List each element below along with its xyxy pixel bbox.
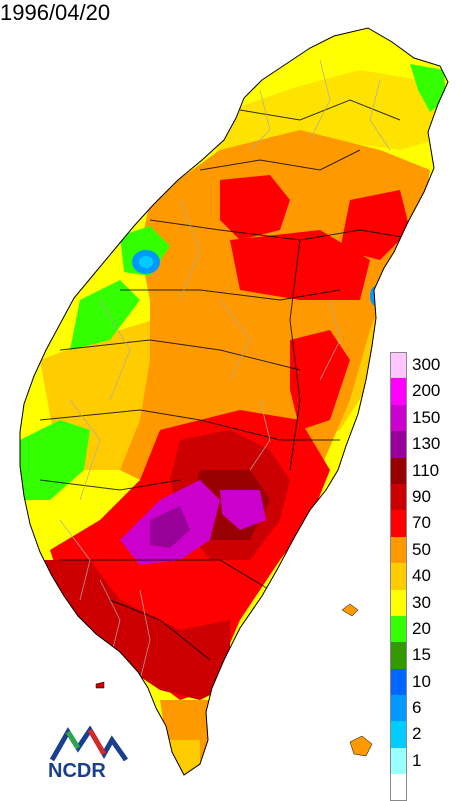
- legend-label: 90: [412, 486, 431, 506]
- legend-swatch: [390, 536, 407, 564]
- logo-mark-icon: [49, 725, 129, 762]
- ncdr-logo: NCDR: [48, 725, 130, 782]
- legend-swatch: [390, 747, 407, 775]
- legend-swatch: [390, 510, 407, 537]
- legend-label: 10: [412, 671, 431, 691]
- legend-label: 1: [412, 750, 422, 770]
- legend-swatch: [390, 563, 407, 590]
- legend-item: 20: [390, 615, 466, 643]
- orchid-island: [349, 735, 373, 757]
- legend-swatch: [390, 721, 407, 748]
- legend-item: 110: [390, 457, 466, 484]
- legend-swatch: [390, 483, 407, 511]
- legend-item: 90: [390, 483, 466, 511]
- legend-item: 130: [390, 431, 466, 458]
- legend-label: 130: [412, 434, 441, 454]
- legend-label: 30: [412, 592, 431, 612]
- legend-swatch: [390, 352, 407, 379]
- legend-swatch: [390, 589, 407, 616]
- legend-item: 50: [390, 536, 466, 564]
- legend-label: 70: [412, 513, 431, 533]
- rainfall-legend: 300 200 150 130 110 90 70 50 40 30 20 15 10 6 2 1: [390, 352, 466, 801]
- legend-item: 10: [390, 668, 466, 696]
- legend-label: 150: [412, 407, 441, 427]
- legend-swatch: [390, 404, 407, 432]
- legend-item: 150: [390, 404, 466, 432]
- logo-text: NCDR: [48, 760, 106, 782]
- legend-item: [390, 774, 466, 801]
- liuqiu-island: [95, 681, 105, 689]
- legend-swatch: [390, 615, 407, 643]
- legend-swatch: [390, 431, 407, 458]
- legend-item: 300: [390, 352, 466, 379]
- legend-label: 40: [412, 566, 431, 586]
- legend-label: 20: [412, 618, 431, 638]
- legend-item: 6: [390, 695, 466, 722]
- legend-item: 1: [390, 747, 466, 775]
- map-date: 1996/04/20: [0, 0, 111, 25]
- legend-swatch: [390, 695, 407, 722]
- legend-label: 50: [412, 539, 431, 559]
- legend-item: 15: [390, 642, 466, 669]
- legend-item: 200: [390, 378, 466, 405]
- legend-label: 15: [412, 645, 431, 665]
- legend-label: 200: [412, 381, 441, 401]
- legend-item: 2: [390, 721, 466, 748]
- legend-label: 2: [412, 724, 422, 744]
- legend-swatch: [390, 774, 407, 801]
- legend-label: 110: [412, 460, 440, 480]
- rainfall-map: [19, 27, 449, 776]
- legend-swatch: [390, 642, 407, 669]
- legend-item: 30: [390, 589, 466, 616]
- green-island: [341, 603, 359, 617]
- legend-label: 300: [412, 355, 441, 374]
- legend-item: 40: [390, 563, 466, 590]
- legend-label: 6: [412, 698, 422, 718]
- legend-swatch: [390, 378, 407, 405]
- legend-item: 70: [390, 510, 466, 537]
- legend-swatch: [390, 668, 407, 696]
- legend-swatch: [390, 457, 407, 484]
